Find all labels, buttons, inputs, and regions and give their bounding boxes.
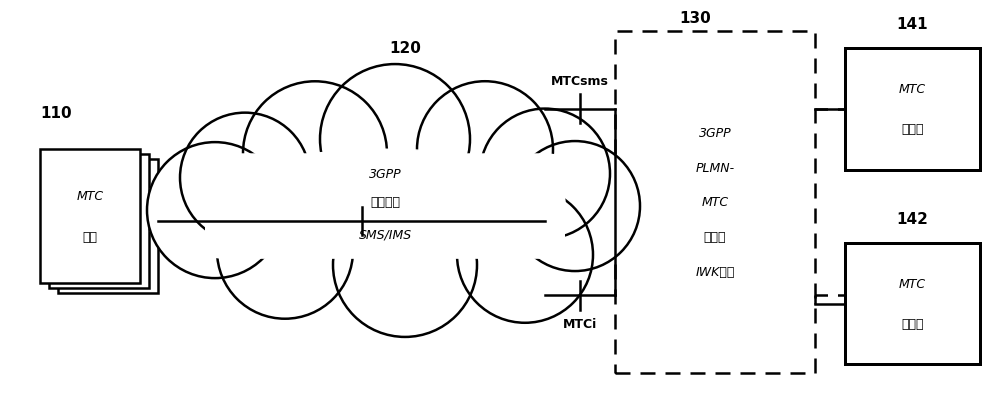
Text: MTC: MTC	[899, 83, 926, 96]
Ellipse shape	[175, 142, 595, 263]
Text: 服务器: 服务器	[901, 123, 924, 136]
Bar	[615, 32, 815, 373]
Bar	[845, 49, 980, 170]
Ellipse shape	[320, 65, 470, 215]
Ellipse shape	[147, 143, 283, 278]
Text: 120: 120	[389, 41, 421, 56]
Ellipse shape	[510, 142, 640, 271]
Text: 141: 141	[897, 17, 928, 32]
Text: 装置: 装置	[82, 230, 98, 243]
Ellipse shape	[217, 183, 353, 319]
Text: MTCi: MTCi	[563, 318, 597, 330]
FancyBboxPatch shape	[205, 154, 565, 259]
Text: MTC: MTC	[76, 190, 104, 203]
Bar	[49, 155, 149, 288]
Text: 服务器: 服务器	[901, 318, 924, 330]
Bar	[40, 150, 140, 284]
Ellipse shape	[333, 194, 477, 337]
Text: 130: 130	[679, 11, 711, 26]
Text: MTCu: MTCu	[347, 187, 386, 200]
Text: PLMN-: PLMN-	[695, 162, 735, 175]
Text: 110: 110	[40, 106, 72, 121]
Ellipse shape	[205, 150, 565, 255]
Bar	[845, 243, 980, 364]
Text: IWK功能: IWK功能	[695, 265, 735, 278]
Text: MTC: MTC	[701, 196, 729, 209]
Ellipse shape	[417, 82, 553, 217]
Text: SMS/IMS: SMS/IMS	[358, 228, 412, 241]
Text: MTC: MTC	[899, 277, 926, 290]
Text: 3GPP: 3GPP	[699, 127, 731, 140]
Text: 142: 142	[897, 211, 928, 226]
Ellipse shape	[180, 113, 310, 243]
Text: 服务器: 服务器	[704, 230, 726, 243]
Text: MTCsms: MTCsms	[551, 75, 609, 87]
Bar	[58, 160, 158, 294]
Text: 承载服务: 承载服务	[370, 196, 400, 209]
Ellipse shape	[457, 188, 593, 323]
Text: 3GPP: 3GPP	[369, 168, 401, 181]
Ellipse shape	[480, 109, 610, 239]
Ellipse shape	[243, 82, 387, 226]
